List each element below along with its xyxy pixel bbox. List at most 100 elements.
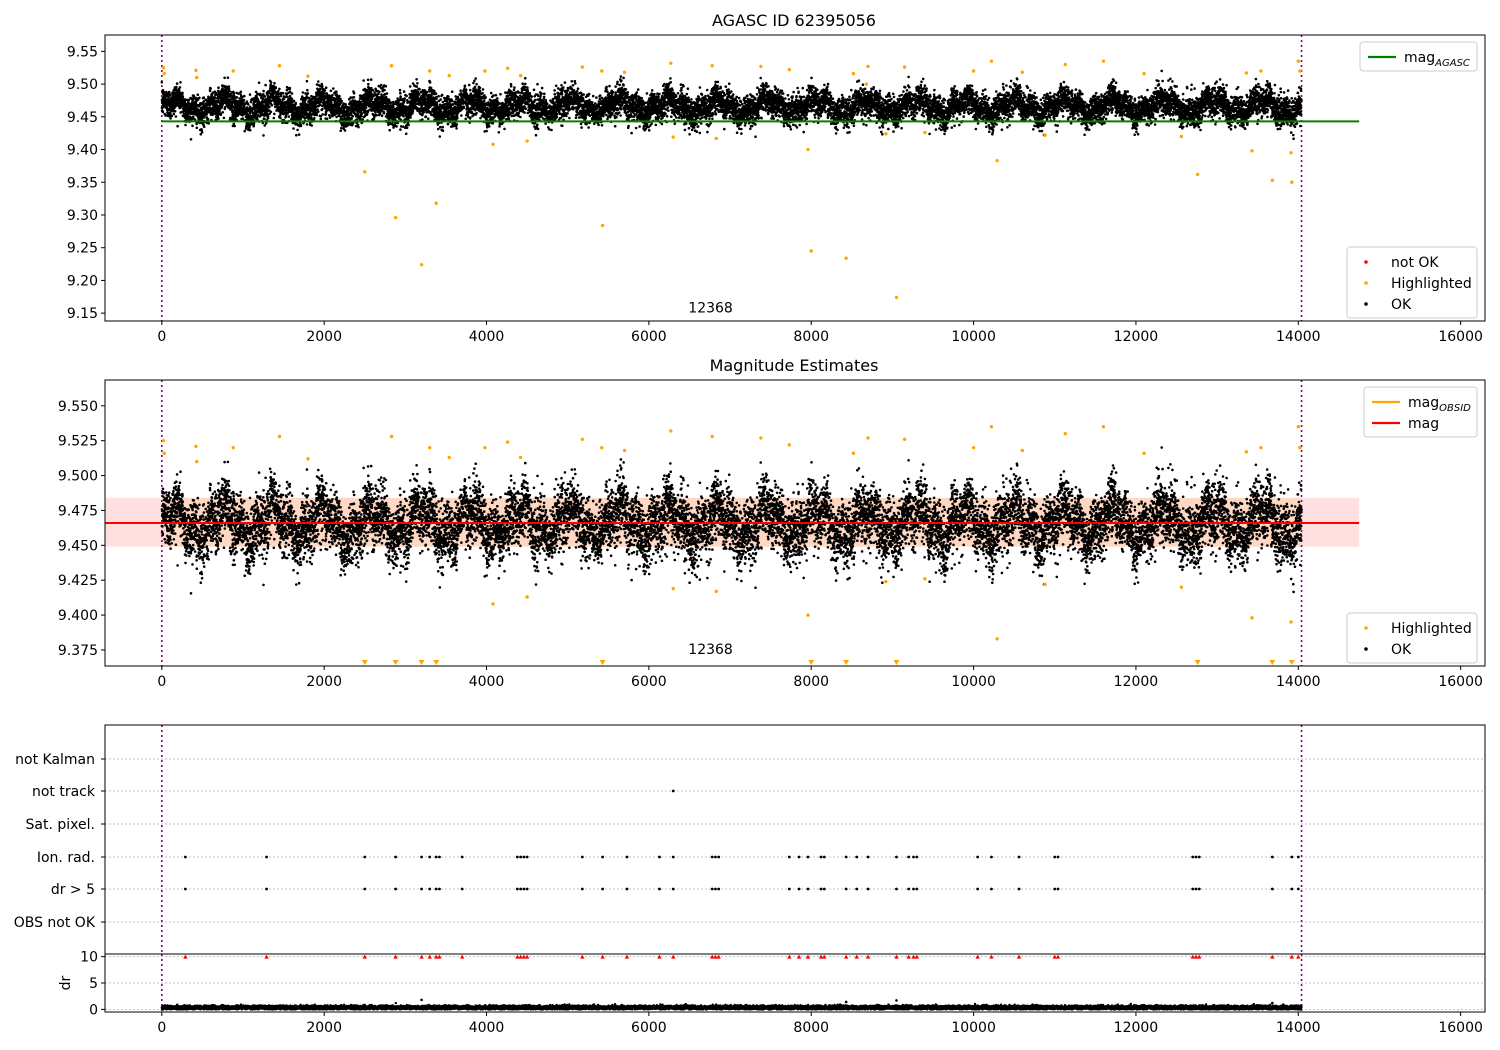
highlighted-point: [787, 67, 792, 72]
highlighted-point: [600, 69, 604, 73]
clipped-point-marker: [808, 660, 815, 665]
x-tick-label: 2000: [306, 1020, 342, 1036]
highlighted-point: [971, 69, 976, 73]
y-tick-label: 9.525: [58, 434, 98, 450]
flag-event-point: [671, 855, 675, 859]
flag-event-point: [658, 887, 661, 891]
legend-label: OK: [1391, 642, 1412, 658]
flag-event-point: [1053, 887, 1057, 891]
flag-event-point: [912, 855, 915, 859]
flag-event-point: [1017, 855, 1021, 859]
flag-event-point: [895, 855, 898, 859]
x-tick-label: 10000: [951, 674, 996, 690]
clipped-point-marker: [671, 954, 676, 959]
highlighted-point: [902, 65, 907, 69]
flag-event-point: [855, 855, 859, 859]
x-tick-label: 6000: [631, 674, 667, 690]
highlighted-point: [518, 455, 523, 460]
clipped-point-marker: [911, 954, 916, 959]
highlighted-point: [1290, 180, 1294, 184]
y-tick-label: 9.50: [67, 77, 98, 93]
flag-event-point: [394, 855, 398, 859]
flag-event-point: [658, 855, 661, 859]
clipped-point-marker: [459, 954, 465, 959]
flag-event-point: [1296, 855, 1300, 859]
flag-event-point: [976, 855, 980, 859]
highlighted-point: [989, 59, 994, 63]
highlighted-point: [710, 64, 714, 68]
highlighted-point: [1298, 69, 1302, 73]
highlighted-point: [809, 249, 813, 253]
highlighted-point: [1020, 70, 1024, 75]
dr-outlier-point: [895, 999, 898, 1002]
flag-event-point: [671, 887, 675, 891]
clipped-point-marker: [989, 954, 994, 959]
legend-label: mag: [1408, 416, 1439, 432]
legend-dot-swatch: [1364, 647, 1368, 651]
x-tick-label: 0: [157, 329, 166, 345]
clipped-point-marker: [893, 660, 900, 665]
highlighted-point: [1195, 172, 1200, 177]
highlighted-point: [1298, 445, 1302, 450]
flag-event-point: [1017, 887, 1021, 891]
clipped-point-marker: [1055, 954, 1061, 959]
flag-event-point: [819, 855, 823, 859]
highlighted-point: [995, 158, 999, 163]
highlighted-point: [483, 445, 487, 450]
flag-event-point: [519, 855, 523, 859]
flag-event-point: [844, 887, 848, 891]
clipped-point-marker: [818, 954, 824, 959]
flag-event-point: [363, 887, 367, 891]
legend-label: OK: [1391, 297, 1412, 313]
flag-event-point: [394, 887, 398, 891]
clipped-point-marker: [599, 660, 606, 665]
clipped-point-marker: [1197, 954, 1202, 959]
highlighted-point: [1043, 133, 1047, 137]
flag-event-point: [1296, 887, 1300, 891]
flag-event-point: [990, 887, 993, 891]
highlighted-point: [1259, 445, 1263, 450]
clipped-point-marker: [1194, 660, 1201, 665]
highlighted-point: [866, 436, 870, 440]
x-tick-label: 14000: [1276, 674, 1321, 690]
clipped-point-marker: [518, 954, 523, 959]
dr-outlier-point: [420, 998, 423, 1002]
clipped-point-marker: [1052, 954, 1057, 959]
x-tick-label: 4000: [469, 674, 505, 690]
highlighted-point: [806, 613, 810, 617]
highlighted-point: [884, 132, 888, 136]
flag-event-point: [525, 855, 529, 859]
y-tick-label: 9.450: [58, 538, 98, 554]
clipped-point-marker: [1190, 954, 1195, 959]
highlighted-point: [759, 64, 763, 69]
highlighted-point: [1179, 134, 1184, 139]
flag-event-point: [819, 887, 823, 891]
highlighted-point: [1296, 425, 1300, 429]
highlighted-point: [525, 139, 529, 143]
flag-row-label: OBS not OK: [14, 915, 96, 931]
flag-event-point: [1056, 855, 1060, 859]
flag-event-point: [625, 887, 629, 891]
x-tick-label: 0: [157, 1020, 166, 1036]
clipped-point-marker: [854, 954, 859, 959]
highlighted-point: [902, 437, 907, 441]
highlighted-point: [1101, 59, 1106, 63]
y-tick-label: 9.40: [67, 143, 98, 159]
highlighted-point: [162, 451, 166, 455]
flag-event-point: [265, 887, 268, 891]
flag-event-point: [601, 887, 605, 891]
y-tick-label: 9.425: [58, 573, 98, 589]
flag-event-point: [625, 855, 629, 859]
y-tick-label: 0: [89, 1002, 98, 1018]
highlighted-point: [525, 595, 529, 599]
legend-box: [1346, 246, 1478, 319]
x-tick-label: 12000: [1114, 1020, 1159, 1036]
y-tick-label: 9.30: [67, 208, 98, 224]
obsid-annotation: 12368: [688, 642, 733, 658]
clipped-point-marker: [657, 954, 662, 959]
x-tick-label: 0: [157, 674, 166, 690]
flag-event-point: [522, 887, 526, 891]
flag-event-point: [1290, 855, 1294, 859]
flag-event-point: [420, 887, 423, 891]
clipped-point-marker: [1193, 954, 1199, 959]
